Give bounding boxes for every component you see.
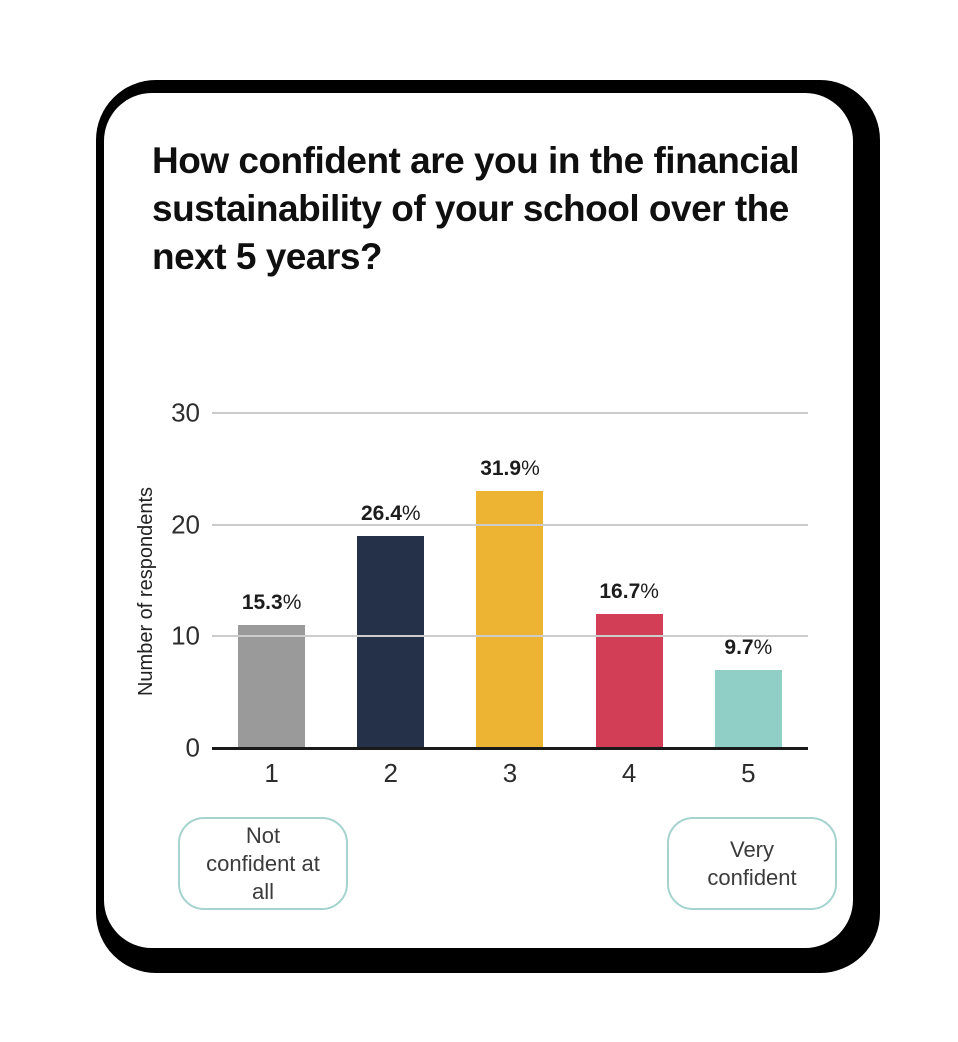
- bar-value-label-2: 26.4%: [361, 502, 421, 525]
- x-tick-label-4: 4: [621, 758, 637, 788]
- scale-label-high: Very confident: [667, 817, 837, 910]
- gridline-y-30: [212, 412, 808, 414]
- card-frame: How confident are you in the financial s…: [96, 80, 880, 973]
- x-tick-label-3: 3: [502, 758, 518, 788]
- scale-label-low-text: Not confident at all: [206, 822, 320, 904]
- gridline-y-10: [212, 635, 808, 638]
- bar-2: [357, 536, 425, 748]
- bar-chart-plot-area: 15.3% 26.4% 31.9% 16.7% 9.7% 0 10 20 30: [171, 398, 808, 763]
- x-tick-label-1: 1: [264, 758, 279, 788]
- bar-3: [476, 491, 544, 748]
- bar-1: [238, 625, 306, 748]
- bar-slot-1: 15.3%: [238, 413, 306, 748]
- y-tick-label-30: 30: [171, 397, 200, 428]
- bar-5: [714, 670, 782, 748]
- bar-group: 15.3% 26.4% 31.9% 16.7% 9.7%: [212, 413, 808, 748]
- x-tick-label-5: 5: [741, 758, 756, 788]
- question-title: How confident are you in the financial s…: [152, 140, 800, 277]
- gridline-y-20: [212, 523, 808, 526]
- bar-value-label-5: 9.7%: [724, 636, 773, 659]
- x-axis-line: [212, 747, 808, 750]
- scale-label-low: Not confident at all: [178, 817, 348, 910]
- bar-slot-5: 9.7%: [714, 413, 782, 748]
- bar-value-label-1: 15.3%: [241, 591, 302, 614]
- bar-slot-2: 26.4%: [357, 413, 425, 748]
- x-tick-label-2: 2: [383, 758, 399, 788]
- survey-result-card: How confident are you in the financial s…: [104, 93, 853, 948]
- bar-slot-3: 31.9%: [476, 413, 544, 748]
- bar-slot-4: 16.7%: [595, 413, 663, 748]
- y-tick-label-20: 20: [171, 509, 200, 540]
- bar-value-label-3: 31.9%: [480, 457, 540, 480]
- y-tick-label-0: 0: [185, 732, 200, 763]
- bar-4: [595, 614, 663, 748]
- y-tick-label-10: 10: [171, 620, 200, 651]
- bar-value-label-4: 16.7%: [599, 580, 659, 603]
- x-axis-tick-labels: 1 2 3 4 5: [212, 758, 808, 789]
- scale-label-high-text: Very confident: [707, 836, 797, 890]
